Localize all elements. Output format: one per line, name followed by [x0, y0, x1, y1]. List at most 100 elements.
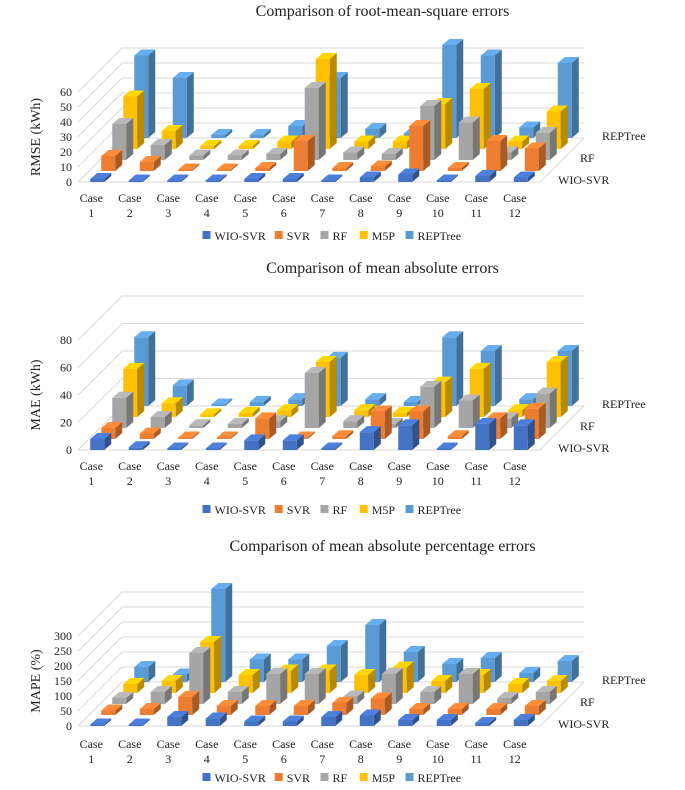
x-tick-label: Case 4 [195, 191, 218, 220]
legend: WIO-SVR SVR RF M5P REPTree [202, 503, 461, 517]
legend-label: RF [333, 503, 348, 517]
floor-edge [539, 137, 585, 183]
gridline-side [77, 47, 123, 93]
depth-axis-label: WIO-SVR [558, 441, 609, 455]
bar-reptree-case-2 [172, 72, 194, 138]
gridline-side [77, 350, 123, 396]
x-tick-label: Case 1 [80, 459, 103, 488]
bar-m5p-case-7 [354, 669, 376, 693]
bar-wio-svr-case-10 [436, 714, 458, 726]
x-tick-label: Case 10 [426, 737, 449, 766]
bar-svr-case-5 [255, 700, 277, 715]
x-tick-label: Case 5 [234, 737, 257, 766]
y-tick-label: 60 [60, 85, 72, 99]
x-tick-label: Case 12 [503, 459, 526, 488]
gridline-side [77, 591, 123, 637]
bar-rf-case-4 [227, 417, 249, 428]
bar-rf-case-6 [304, 367, 326, 428]
bar-svr-case-11 [486, 135, 508, 171]
bar-m5p-case-4 [238, 406, 260, 417]
bar-wio-svr-case-8 [359, 171, 381, 182]
bar-wio-svr-case-2 [128, 441, 150, 450]
bar-wio-svr-case-3 [167, 174, 189, 182]
bar-svr-case-7 [332, 162, 354, 171]
bar-m5p-case-7 [354, 404, 376, 417]
bar-svr-case-6 [293, 135, 315, 171]
bar-rf-case-10 [458, 668, 480, 704]
gridline-side [77, 92, 123, 138]
x-tick-label: Case 3 [157, 459, 180, 488]
x-tick-label: Case 8 [349, 737, 372, 766]
legend-swatch [202, 231, 211, 239]
legend-swatch [359, 505, 368, 513]
chart-1: Comparison of root-mean-square errors 010… [29, 3, 646, 243]
x-tick-label: Case 4 [195, 737, 218, 766]
legend-swatch [405, 505, 414, 513]
y-tick-label: 0 [66, 443, 72, 457]
bar-wio-svr-case-3 [167, 442, 189, 450]
gridline-side [77, 62, 123, 108]
x-tick-label: Case 7 [311, 191, 334, 220]
bar-svr-case-9 [409, 703, 431, 715]
bar-reptree-case-11 [519, 121, 541, 138]
bar-rf-case-10 [458, 116, 480, 160]
gridline-side [77, 636, 123, 682]
bar-wio-svr-case-11 [475, 170, 497, 182]
legend-label: SVR [287, 229, 310, 243]
legend-swatch [274, 505, 283, 513]
legend-swatch [359, 231, 368, 239]
bar-svr-case-7 [332, 430, 354, 439]
gridline-side [77, 107, 123, 153]
x-tick-label: Case 11 [465, 459, 488, 488]
y-tick-label: 20 [60, 416, 72, 430]
bar-rf-case-11 [497, 692, 519, 704]
bar-wio-svr-case-11 [475, 717, 497, 726]
legend-label: WIO-SVR [215, 503, 266, 517]
y-tick-label: 150 [54, 674, 72, 688]
bar-svr-case-4 [216, 163, 238, 171]
floor-edge [539, 681, 585, 727]
legend-swatch [320, 505, 329, 513]
depth-axis-label: REPTree [602, 129, 646, 143]
legend: WIO-SVR SVR RF M5P REPTree [202, 229, 461, 243]
bar-m5p-case-1 [123, 678, 145, 693]
chart-2: Comparison of mean absolute errors 0 20 40 6… [29, 260, 646, 517]
legend-swatch [320, 773, 329, 781]
x-tick-label: Case 10 [426, 459, 449, 488]
gridline-side [77, 651, 123, 697]
y-tick-label: 80 [60, 333, 72, 347]
legend: WIO-SVR SVR RF M5P REPTree [202, 771, 461, 785]
bar-svr-case-2 [139, 703, 161, 715]
bar-svr-case-8 [370, 160, 392, 171]
y-axis-label: RMSE (kWh) [29, 98, 44, 177]
x-tick-label: Case 6 [272, 191, 295, 220]
bar-svr-case-1 [101, 704, 123, 715]
gridline-side [77, 681, 123, 727]
bar-wio-svr-case-12 [513, 714, 535, 726]
bar-wio-svr-case-6 [282, 715, 304, 726]
x-tick-label: Case 8 [349, 459, 372, 488]
bar-reptree-case-4 [249, 129, 271, 138]
bar-svr-case-10 [447, 703, 469, 715]
legend-swatch [274, 231, 283, 239]
y-tick-label: 50 [60, 704, 72, 718]
bar-wio-svr-case-3 [167, 711, 189, 726]
x-tick-label: Case 1 [80, 191, 103, 220]
gridline-side [77, 606, 123, 652]
bar-svr-case-2 [139, 427, 161, 439]
depth-axis-label: RF [580, 695, 595, 709]
bar-m5p-case-4 [238, 140, 260, 149]
bar-wio-svr-case-9 [398, 714, 420, 726]
y-tick-label: 250 [54, 644, 72, 658]
bar-reptree-case-11 [519, 667, 541, 682]
bar-rf-case-3 [189, 149, 211, 160]
legend-label: SVR [287, 503, 310, 517]
bar-rf-case-1 [112, 391, 134, 428]
depth-axis-label: RF [580, 151, 595, 165]
bar-wio-svr-case-2 [128, 718, 150, 726]
x-tick-label: Case 7 [311, 737, 334, 766]
bar-wio-svr-case-1 [90, 718, 112, 726]
legend-swatch [320, 231, 329, 239]
bar-wio-svr-case-1 [90, 173, 112, 182]
